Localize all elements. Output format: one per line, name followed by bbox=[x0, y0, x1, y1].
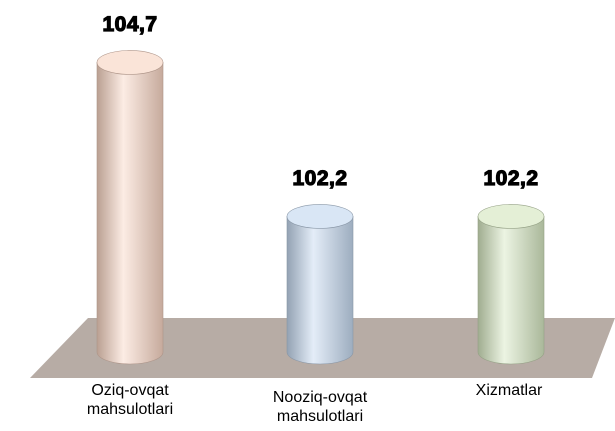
x-tick-label: Oziq-ovqat mahsulotlari bbox=[86, 382, 174, 418]
bar-top bbox=[477, 204, 545, 229]
x-tick-label: Xizmatlar bbox=[475, 382, 543, 399]
bar-top bbox=[96, 50, 164, 75]
bar-top bbox=[286, 204, 354, 229]
value-label: 104,7 bbox=[102, 13, 157, 36]
bar bbox=[286, 216, 354, 365]
bar bbox=[477, 216, 545, 365]
x-tick-label: Nooziq-ovqat mahsulotlari bbox=[272, 389, 368, 425]
value-label: 102,2 bbox=[483, 167, 538, 190]
bar bbox=[96, 62, 164, 365]
value-label: 102,2 bbox=[292, 167, 347, 190]
